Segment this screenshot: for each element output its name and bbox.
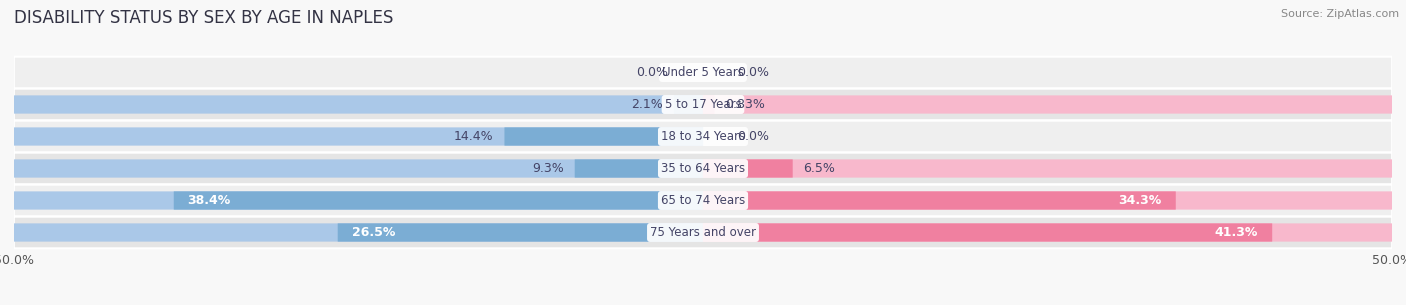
Text: 0.0%: 0.0% (637, 66, 669, 79)
Text: 2.1%: 2.1% (631, 98, 664, 111)
FancyBboxPatch shape (703, 95, 714, 114)
FancyBboxPatch shape (505, 127, 703, 145)
FancyBboxPatch shape (14, 89, 1392, 120)
FancyBboxPatch shape (14, 217, 1392, 248)
Text: 75 Years and over: 75 Years and over (650, 226, 756, 239)
FancyBboxPatch shape (337, 223, 703, 242)
Text: 0.83%: 0.83% (725, 98, 765, 111)
FancyBboxPatch shape (14, 121, 1392, 152)
Text: 9.3%: 9.3% (531, 162, 564, 175)
FancyBboxPatch shape (703, 191, 1175, 210)
FancyBboxPatch shape (14, 95, 703, 114)
Text: DISABILITY STATUS BY SEX BY AGE IN NAPLES: DISABILITY STATUS BY SEX BY AGE IN NAPLE… (14, 9, 394, 27)
Text: 6.5%: 6.5% (804, 162, 835, 175)
FancyBboxPatch shape (703, 160, 793, 178)
Text: 0.0%: 0.0% (738, 66, 769, 79)
Text: 41.3%: 41.3% (1215, 226, 1258, 239)
Text: Under 5 Years: Under 5 Years (662, 66, 744, 79)
Text: Source: ZipAtlas.com: Source: ZipAtlas.com (1281, 9, 1399, 19)
Text: 65 to 74 Years: 65 to 74 Years (661, 194, 745, 207)
FancyBboxPatch shape (575, 160, 703, 178)
FancyBboxPatch shape (14, 185, 1392, 216)
FancyBboxPatch shape (703, 191, 1392, 210)
FancyBboxPatch shape (673, 95, 703, 114)
FancyBboxPatch shape (703, 95, 1392, 114)
FancyBboxPatch shape (14, 191, 703, 210)
FancyBboxPatch shape (14, 223, 703, 242)
Text: 26.5%: 26.5% (352, 226, 395, 239)
Text: 14.4%: 14.4% (454, 130, 494, 143)
FancyBboxPatch shape (703, 223, 1272, 242)
FancyBboxPatch shape (14, 57, 1392, 88)
Text: 34.3%: 34.3% (1119, 194, 1161, 207)
Text: 5 to 17 Years: 5 to 17 Years (665, 98, 741, 111)
Text: 38.4%: 38.4% (187, 194, 231, 207)
FancyBboxPatch shape (14, 153, 1392, 184)
FancyBboxPatch shape (14, 160, 703, 178)
FancyBboxPatch shape (703, 223, 1392, 242)
FancyBboxPatch shape (14, 127, 703, 145)
Text: 0.0%: 0.0% (738, 130, 769, 143)
FancyBboxPatch shape (174, 191, 703, 210)
Text: 18 to 34 Years: 18 to 34 Years (661, 130, 745, 143)
FancyBboxPatch shape (703, 160, 1392, 178)
Text: 35 to 64 Years: 35 to 64 Years (661, 162, 745, 175)
